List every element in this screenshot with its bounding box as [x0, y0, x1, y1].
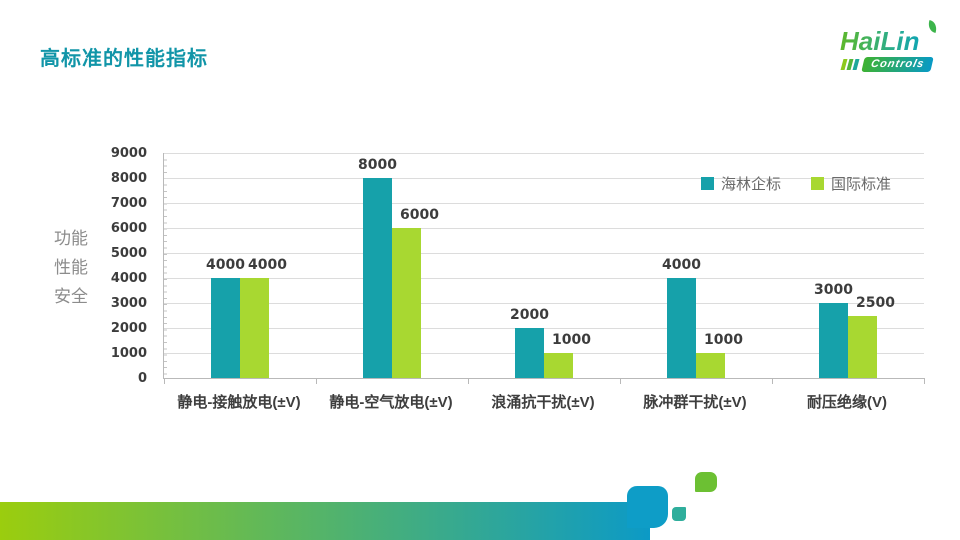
- y-tick-label: 5000: [110, 246, 147, 261]
- bar-value-label: 1000: [704, 332, 743, 348]
- bar-value-label: 2000: [510, 307, 549, 323]
- legend-label: 国际标准: [831, 176, 892, 193]
- category-tick: [620, 378, 621, 384]
- y-tick-label: 6000: [110, 221, 147, 236]
- legend-item: 海林企标: [701, 173, 781, 194]
- logo-controls-label: Controls: [861, 57, 934, 72]
- category-label: 耐压绝缘(V): [807, 394, 887, 411]
- y-tick-label: 4000: [110, 271, 147, 286]
- bar-series1-cat0: [240, 278, 269, 378]
- bar-value-label: 8000: [358, 157, 397, 173]
- legend-swatch-icon: [811, 177, 825, 190]
- y-tick-label: 2000: [110, 321, 147, 336]
- bottom-accent-square-blue: [627, 486, 668, 528]
- bar-series0-cat4: [819, 303, 848, 378]
- y-axis-caption-line: 安全: [54, 287, 88, 306]
- gridline: [164, 253, 924, 254]
- logo-wordmark: HaiLin: [840, 28, 935, 54]
- chart-legend: 海林企标 国际标准: [701, 173, 891, 194]
- bar-series0-cat2: [515, 328, 544, 378]
- legend-item: 国际标准: [811, 173, 891, 194]
- y-tick-label: 0: [137, 371, 147, 386]
- category-label: 脉冲群干扰(±V): [643, 394, 747, 411]
- gridline: [164, 303, 924, 304]
- y-tick-label: 3000: [110, 296, 147, 311]
- bottom-gradient-bar: [0, 502, 650, 540]
- category-tick: [164, 378, 165, 384]
- bar-series0-cat0: [211, 278, 240, 378]
- y-tick-label: 8000: [110, 171, 147, 186]
- y-tick-label: 9000: [110, 146, 147, 161]
- logo-subtitle-row: Controls: [840, 57, 935, 72]
- y-axis-caption: 功能 性能 安全: [54, 224, 88, 311]
- legend-swatch-icon: [701, 177, 714, 190]
- category-label: 浪涌抗干扰(±V): [491, 394, 595, 411]
- y-tick-label: 7000: [110, 196, 147, 211]
- legend-label: 海林企标: [721, 176, 782, 193]
- gridline: [164, 203, 924, 204]
- bar-series0-cat3: [667, 278, 696, 378]
- category-tick: [316, 378, 317, 384]
- category-tick: [468, 378, 469, 384]
- category-tick: [772, 378, 773, 384]
- category-label: 静电-接触放电(±V): [177, 394, 301, 411]
- bar-value-label: 6000: [400, 207, 439, 223]
- bottom-accent-square-teal: [672, 507, 686, 521]
- gridline: [164, 178, 924, 179]
- bottom-accent-square-green: [695, 472, 717, 492]
- category-label: 静电-空气放电(±V): [329, 394, 453, 411]
- plot-area: 4000 8000 2000 4000 3000 4000 6000 1000 1000 2500: [163, 153, 925, 384]
- bar-value-label: 4000: [248, 257, 287, 273]
- bar-value-label: 1000: [552, 332, 591, 348]
- bar-value-label: 4000: [206, 257, 245, 273]
- y-axis-labels: 0 1000 2000 3000 4000 5000 6000 7000 8000 9000: [91, 146, 155, 386]
- y-tick-label: 1000: [110, 346, 147, 361]
- page-title: 高标准的性能指标: [40, 48, 208, 70]
- bar-series1-cat3: [696, 353, 725, 378]
- bar-series1-cat4: [848, 315, 877, 378]
- bar-chart: 4000 8000 2000 4000 3000 4000 6000 1000 1000 2500…: [111, 146, 925, 411]
- category-tick: [924, 378, 925, 384]
- bar-value-label: 2500: [856, 294, 895, 311]
- bar-series1-cat1: [392, 228, 421, 378]
- bar-value-label: 4000: [662, 257, 701, 273]
- bar-value-label: 3000: [814, 282, 853, 298]
- bar-series0-cat1: [363, 178, 392, 378]
- hailin-logo: HaiLin Controls: [840, 20, 939, 72]
- y-axis-caption-line: 性能: [54, 258, 88, 277]
- logo-stripe-icon: [852, 59, 860, 70]
- gridline: [164, 228, 924, 229]
- bar-series1-cat2: [544, 353, 573, 378]
- gridline: [164, 278, 924, 279]
- gridline: [164, 328, 924, 329]
- gridline: [164, 153, 924, 154]
- y-axis-caption-line: 功能: [54, 229, 88, 248]
